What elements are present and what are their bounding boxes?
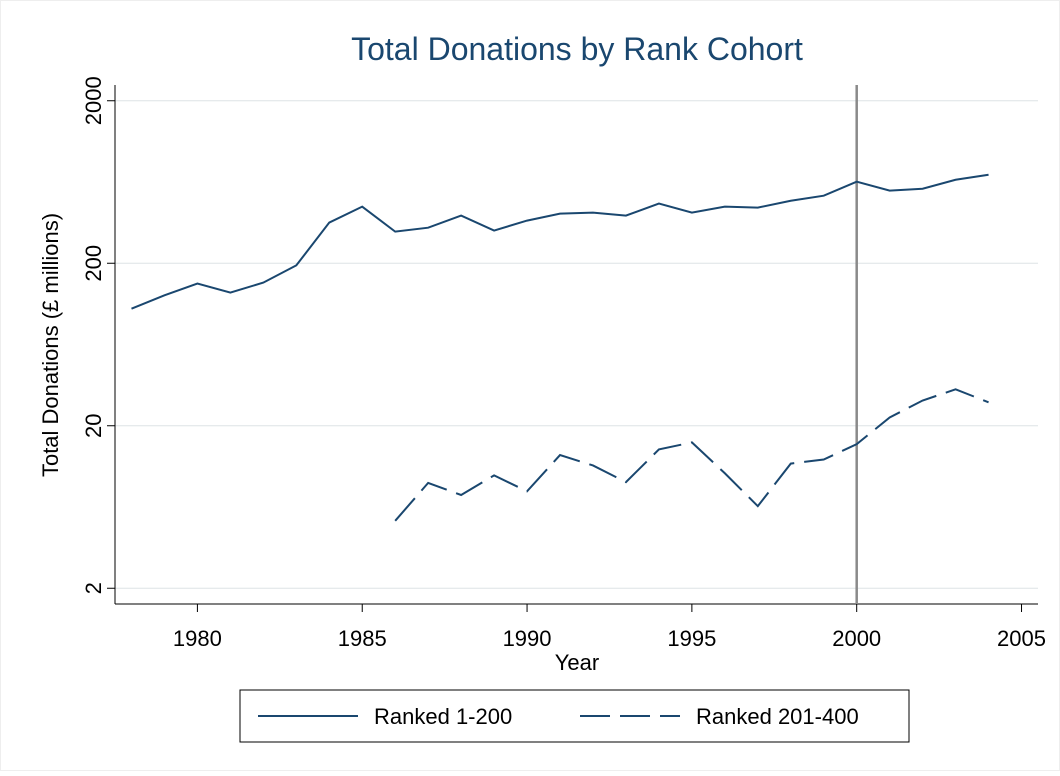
x-tick-label: 1985: [338, 626, 387, 651]
legend-label: Ranked 1-200: [374, 704, 512, 729]
data-line: [131, 173, 989, 310]
y-tick-label: 2000: [81, 76, 106, 125]
x-tick-label: 1995: [667, 626, 716, 651]
legend-label: Ranked 201-400: [696, 704, 859, 729]
x-tick-label: 1980: [173, 626, 222, 651]
y-tick-label: 20: [81, 414, 106, 438]
x-axis-title: Year: [555, 650, 599, 675]
y-tick-label: 2: [81, 582, 106, 594]
y-tick-label: 200: [81, 245, 106, 282]
data-line: [394, 388, 989, 522]
chart-title: Total Donations by Rank Cohort: [351, 31, 803, 67]
x-tick-label: 1990: [503, 626, 552, 651]
x-tick-label: 2000: [832, 626, 881, 651]
y-axis-title: Total Donations (£ millions): [38, 213, 63, 477]
x-tick-label: 2005: [997, 626, 1046, 651]
